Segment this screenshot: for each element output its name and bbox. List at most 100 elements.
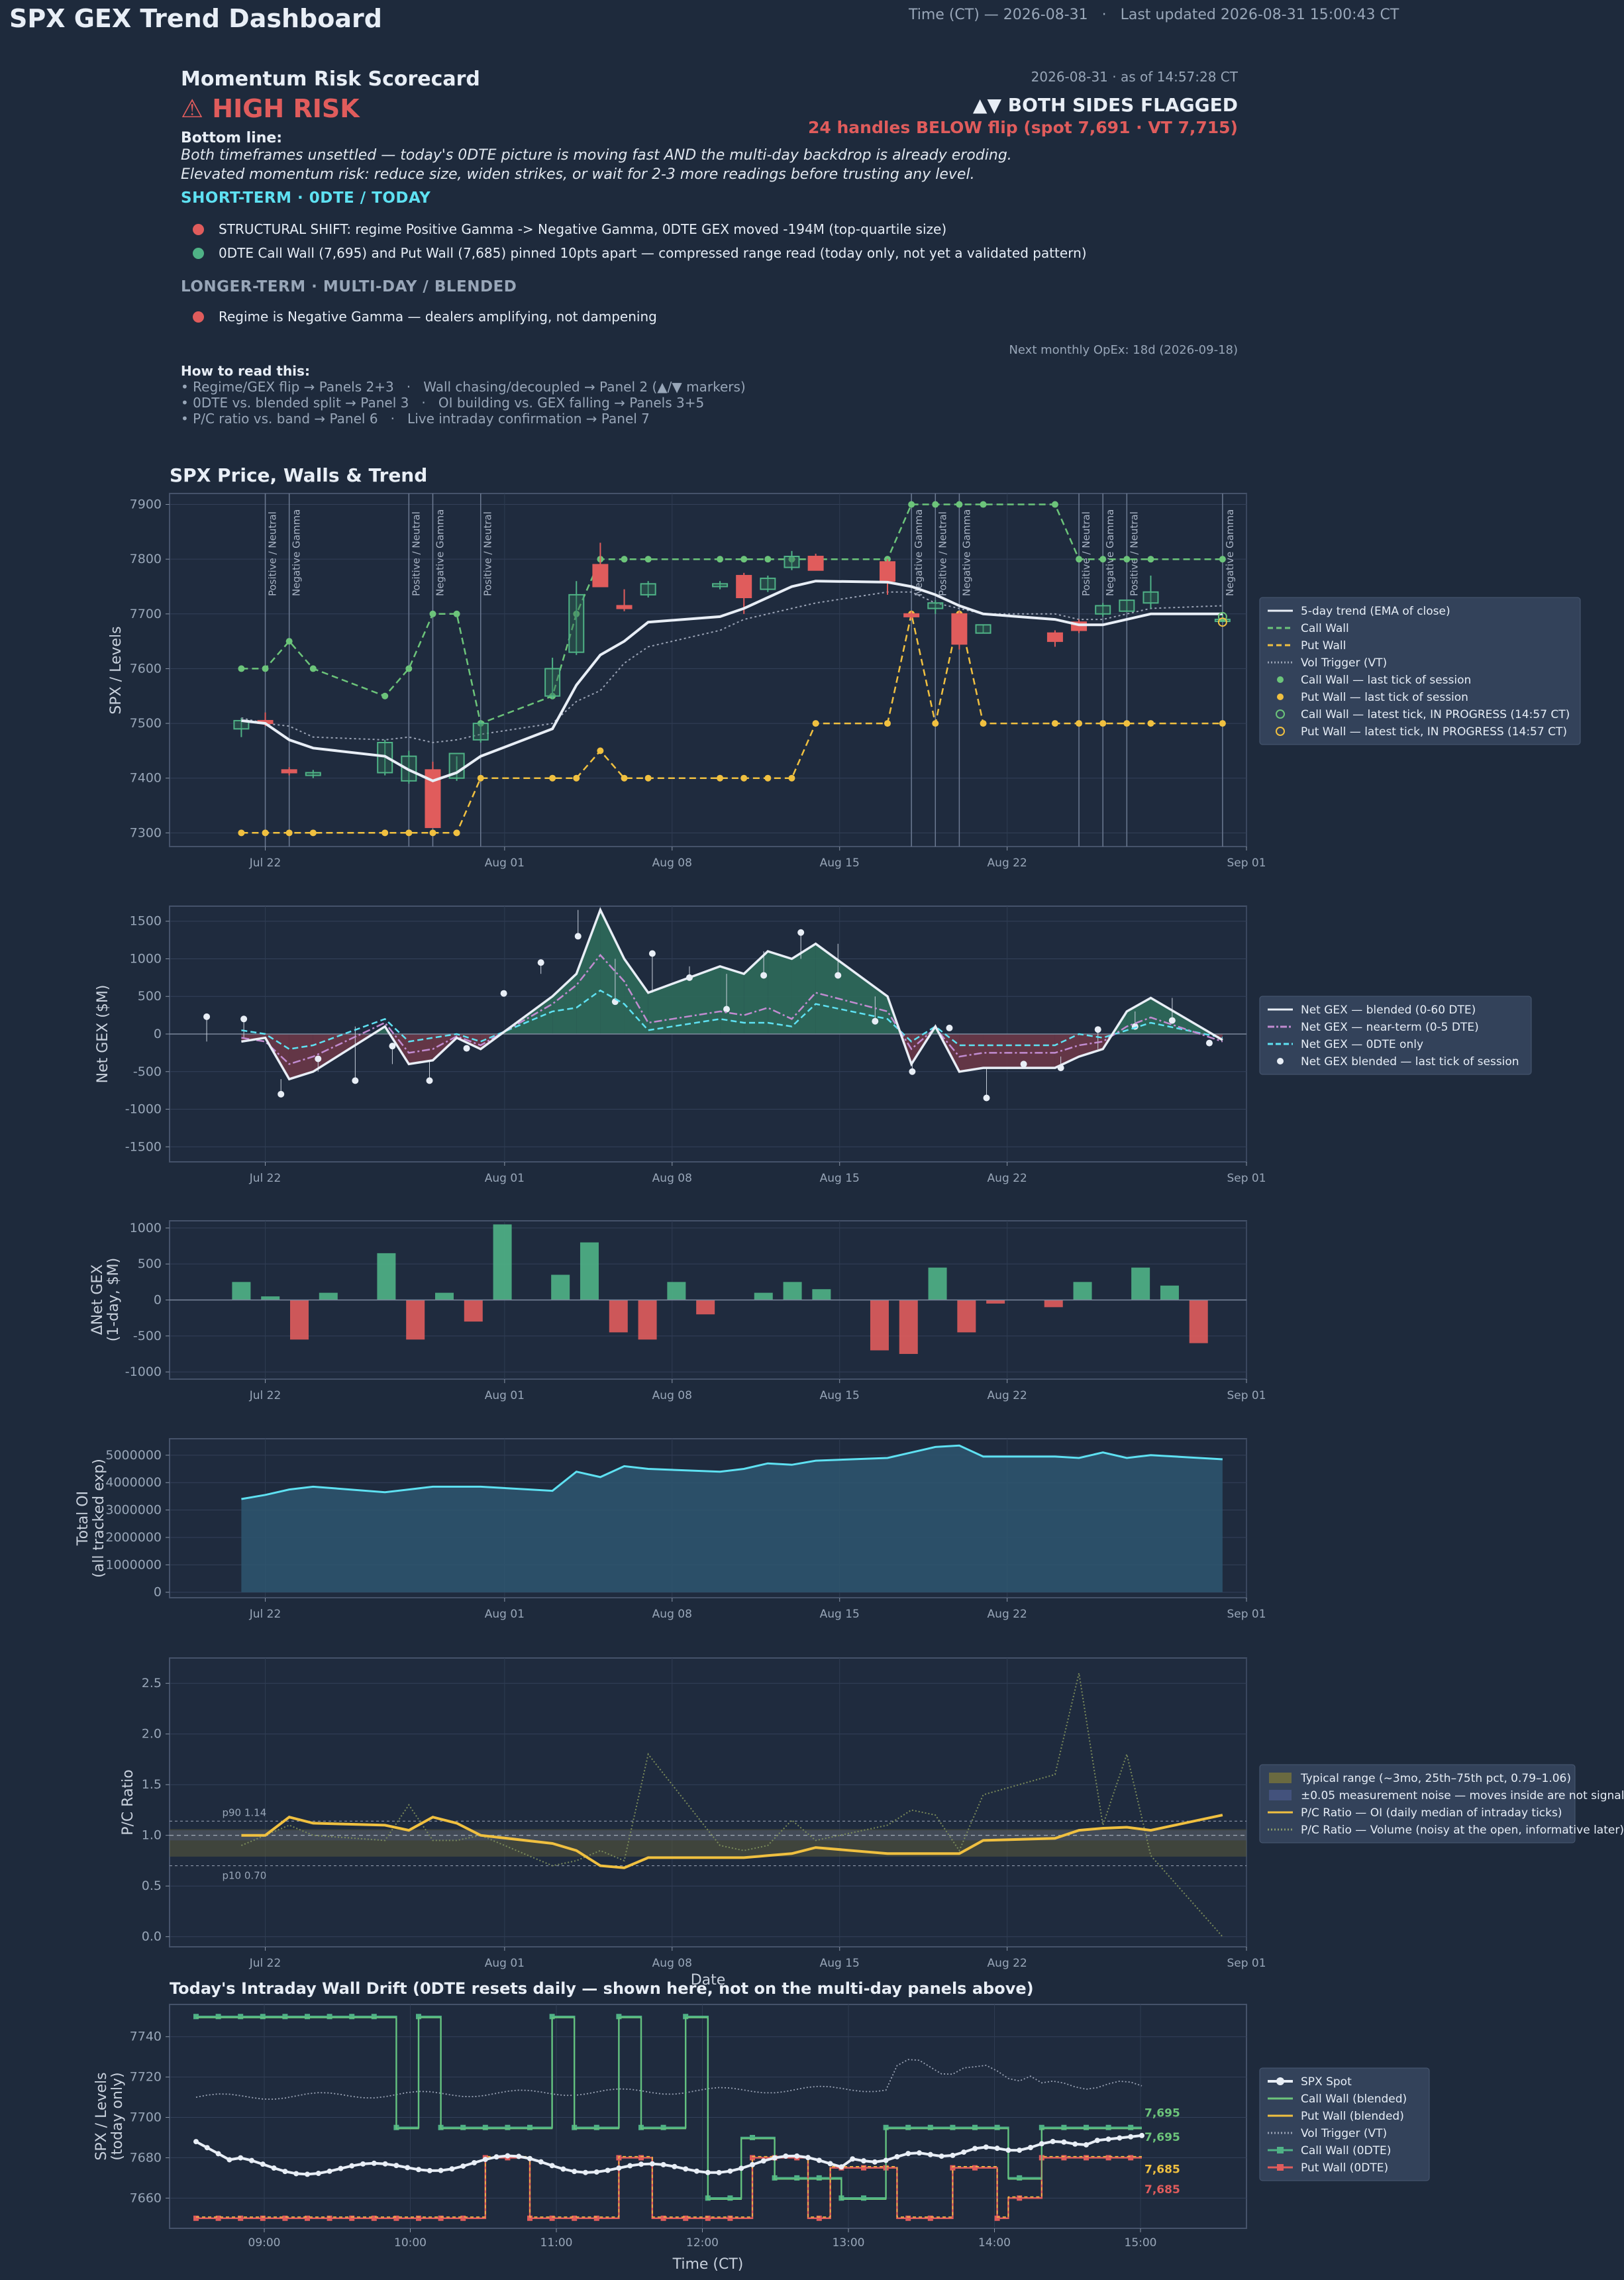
- candle-body: [1046, 632, 1063, 643]
- intraday-put-0dte-marker: [282, 2215, 288, 2221]
- intraday-spot-marker: [271, 2165, 277, 2171]
- candle-body: [903, 613, 920, 617]
- intraday-spot-marker: [1050, 2138, 1056, 2144]
- intraday-call-0dte-marker: [1105, 2124, 1111, 2130]
- intraday-xtick-label: 15:00: [1125, 2236, 1157, 2250]
- intraday-spot-marker: [683, 2166, 689, 2172]
- intraday-xtick-label: 10:00: [394, 2236, 427, 2250]
- put-wall-last-tick: [309, 829, 317, 837]
- netgex-ytick-label: 500: [138, 989, 162, 1004]
- intraday-spot-marker: [438, 2167, 444, 2173]
- intraday-spot-marker: [393, 2163, 399, 2169]
- intraday-spot-marker: [616, 2165, 622, 2171]
- intraday-spot-marker: [716, 2169, 722, 2175]
- price-frame: [169, 493, 1247, 847]
- put-wall-last-tick: [980, 720, 987, 727]
- intraday-panel-title: Today's Intraday Wall Drift (0DTE resets…: [170, 1979, 1034, 1998]
- put-wall-last-tick: [381, 829, 389, 837]
- price-legend-label: Call Wall — last tick of session: [1301, 674, 1471, 687]
- intraday-call-0dte-marker: [349, 2014, 355, 2020]
- netgex-fill: [768, 951, 792, 1034]
- delta-bar: [1044, 1300, 1063, 1308]
- intraday-spot-marker: [917, 2150, 922, 2156]
- price-ytick-label: 7600: [130, 661, 162, 676]
- netgex-legend-swatch: [1277, 1058, 1284, 1064]
- pc-xtick-label: Sep 01: [1227, 1957, 1266, 1970]
- netgex-near-term-line: [241, 953, 1223, 1065]
- call-wall-last-tick: [908, 501, 915, 508]
- netgex-last-tick-dot: [278, 1090, 285, 1098]
- intraday-spot-marker: [416, 2167, 421, 2173]
- netgex-xtick-label: Aug 15: [820, 1172, 860, 1185]
- call-wall-last-tick: [453, 610, 460, 617]
- delta-bar: [464, 1300, 483, 1322]
- long-term-heading: LONGER-TERM · MULTI-DAY / BLENDED: [181, 278, 517, 295]
- intraday-spot-marker: [816, 2157, 822, 2163]
- price-legend-swatch: [1276, 727, 1285, 736]
- intraday-spot-marker: [382, 2161, 388, 2167]
- pc-xtick-label: Aug 08: [652, 1957, 692, 1970]
- netgex-xtick-label: Jul 22: [249, 1172, 281, 1185]
- intraday-legend-swatch: [1276, 2077, 1284, 2085]
- intraday-call-0dte-marker: [616, 2014, 622, 2020]
- oi-xtick-label: Aug 08: [652, 1608, 692, 1621]
- intraday-put-0dte-marker: [1128, 2155, 1134, 2161]
- put-wall-last-tick: [1076, 720, 1083, 727]
- intraday-put-0dte-marker: [727, 2215, 733, 2221]
- intraday-put-0dte-marker: [593, 2215, 599, 2221]
- candle-body: [1095, 605, 1111, 615]
- intraday-put-0dte-marker: [193, 2215, 199, 2221]
- regime-label: Positive / Neutral: [1080, 511, 1092, 596]
- delta-bar: [406, 1300, 425, 1340]
- delta-ylabel: ΔNet GEX: [89, 1265, 106, 1335]
- netgex-last-tick-dot: [1168, 1017, 1176, 1024]
- netgex-fill: [1079, 1034, 1103, 1057]
- intraday-ytick-label: 7660: [130, 2191, 162, 2205]
- intraday-spot-marker: [694, 2168, 699, 2174]
- candle-body: [305, 772, 321, 776]
- intraday-spot-marker: [705, 2169, 711, 2175]
- intraday-call-0dte-marker: [460, 2124, 466, 2130]
- intraday-spot-marker: [927, 2151, 933, 2157]
- netgex-legend-label: Net GEX — blended (0-60 DTE): [1301, 1004, 1476, 1017]
- intraday-end-label: 7,695: [1144, 2107, 1180, 2120]
- intraday-put-0dte-marker: [950, 2165, 956, 2171]
- regime-label: Negative Gamma: [291, 509, 303, 596]
- intraday-spot-marker: [727, 2168, 733, 2174]
- regime-label: Negative Gamma: [960, 509, 972, 596]
- intraday-call-0dte-marker: [505, 2124, 511, 2130]
- green-bullet-icon: [193, 248, 204, 259]
- intraday-xtick-label: 11:00: [540, 2236, 573, 2250]
- price-ytick-label: 7500: [130, 716, 162, 731]
- intraday-call-0dte-marker: [371, 2014, 377, 2020]
- pc-xtick-label: Jul 22: [249, 1957, 281, 1970]
- intraday-call-0dte-marker: [994, 2124, 1000, 2130]
- intraday-spot-marker: [627, 2163, 633, 2169]
- intraday-spot-marker: [649, 2161, 655, 2167]
- netgex-last-tick-dot: [203, 1013, 211, 1020]
- delta-bar: [609, 1300, 628, 1333]
- put-wall-last-tick: [477, 774, 484, 782]
- intraday-spot-marker: [293, 2171, 299, 2177]
- regime-label: Positive / Neutral: [482, 511, 494, 596]
- netgex-last-tick-dot: [946, 1024, 953, 1031]
- netgex-xtick-label: Sep 01: [1227, 1172, 1266, 1185]
- delta-bar: [899, 1300, 918, 1354]
- put-wall-last-tick: [1051, 720, 1058, 727]
- intraday-call-0dte-marker: [950, 2124, 956, 2130]
- delta-ytick-label: 500: [138, 1257, 162, 1271]
- oi-area: [241, 1445, 1223, 1592]
- call-wall-last-tick: [429, 610, 436, 617]
- netgex-legend-label: Net GEX — 0DTE only: [1301, 1038, 1423, 1051]
- intraday-put-0dte-marker: [371, 2215, 377, 2221]
- intraday-spot-marker: [1028, 2144, 1033, 2150]
- oi-ytick-label: 4000000: [105, 1475, 162, 1490]
- delta-bar: [812, 1289, 831, 1300]
- put-wall-last-tick: [453, 829, 460, 837]
- short-term-item: 0DTE Call Wall (7,695) and Put Wall (7,6…: [181, 245, 1087, 261]
- netgex-fill: [289, 1034, 313, 1080]
- delta-bar: [1131, 1267, 1150, 1300]
- put-wall-last-tick: [285, 829, 293, 837]
- delta-xtick-label: Sep 01: [1227, 1389, 1266, 1402]
- intraday-spot-marker: [505, 2153, 511, 2159]
